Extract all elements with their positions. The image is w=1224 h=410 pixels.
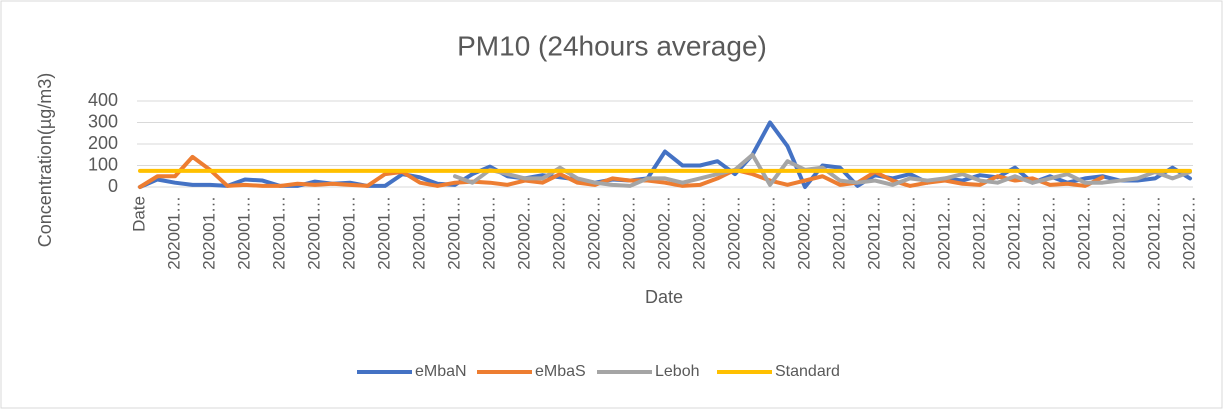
x-tick-label: 202012… — [829, 196, 848, 270]
x-tick-label: 202012… — [1074, 196, 1093, 270]
x-tick-label: 202002… — [549, 196, 568, 270]
x-tick-label: 202001… — [409, 196, 428, 270]
x-tick-label: 202002… — [689, 196, 708, 270]
x-tick-label: 202002… — [619, 196, 638, 270]
x-tick-label: 202001… — [269, 196, 288, 270]
legend-label: Leboh — [655, 363, 700, 380]
x-tick-label: 202002… — [514, 196, 533, 270]
x-tick-label: 202002… — [759, 196, 778, 270]
x-tick-label: 202012… — [1179, 196, 1198, 270]
y-tick-label: 200 — [88, 133, 118, 153]
chart-title: PM10 (24hours average) — [457, 30, 767, 61]
x-tick-label: 202002… — [794, 196, 813, 270]
x-tick-label: 202001… — [234, 196, 253, 270]
series-line — [138, 120, 1192, 189]
legend-label: eMbaS — [535, 363, 586, 380]
legend-label: eMbaN — [415, 363, 467, 380]
x-tick-label: 202001… — [479, 196, 498, 270]
x-tick-label: 202002… — [584, 196, 603, 270]
x-tick-label: 202012… — [969, 196, 988, 270]
x-tick-label: 202002… — [724, 196, 743, 270]
x-tick-label: 202012… — [899, 196, 918, 270]
x-axis-title: Date — [645, 287, 683, 307]
y-tick-label: 0 — [108, 176, 118, 196]
x-tick-label: 202001… — [339, 196, 358, 270]
y-tick-label: 300 — [88, 111, 118, 131]
x-tick-label: 202001… — [164, 196, 183, 270]
x-tick-label: 202001… — [444, 196, 463, 270]
x-tick-label: 202002… — [654, 196, 673, 270]
x-tick-label: 202001… — [199, 196, 218, 270]
series-line — [138, 154, 1105, 189]
x-tick-label: 202012… — [864, 196, 883, 270]
x-tick-label: Date — [129, 196, 148, 232]
x-tick-label: 202012… — [1004, 196, 1023, 270]
series-line — [453, 152, 1192, 188]
x-tick-label: 202012… — [934, 196, 953, 270]
y-axis-title: Concentration(µg/m3) — [35, 73, 55, 247]
x-tick-label: 202012… — [1039, 196, 1058, 270]
x-tick-label: 202012… — [1109, 196, 1128, 270]
legend-label: Standard — [775, 363, 840, 380]
y-tick-label: 400 — [88, 90, 118, 110]
x-tick-label: 202012… — [1144, 196, 1163, 270]
x-tick-label: 202001… — [374, 196, 393, 270]
x-tick-label: 202001… — [304, 196, 323, 270]
y-tick-label: 100 — [88, 154, 118, 174]
